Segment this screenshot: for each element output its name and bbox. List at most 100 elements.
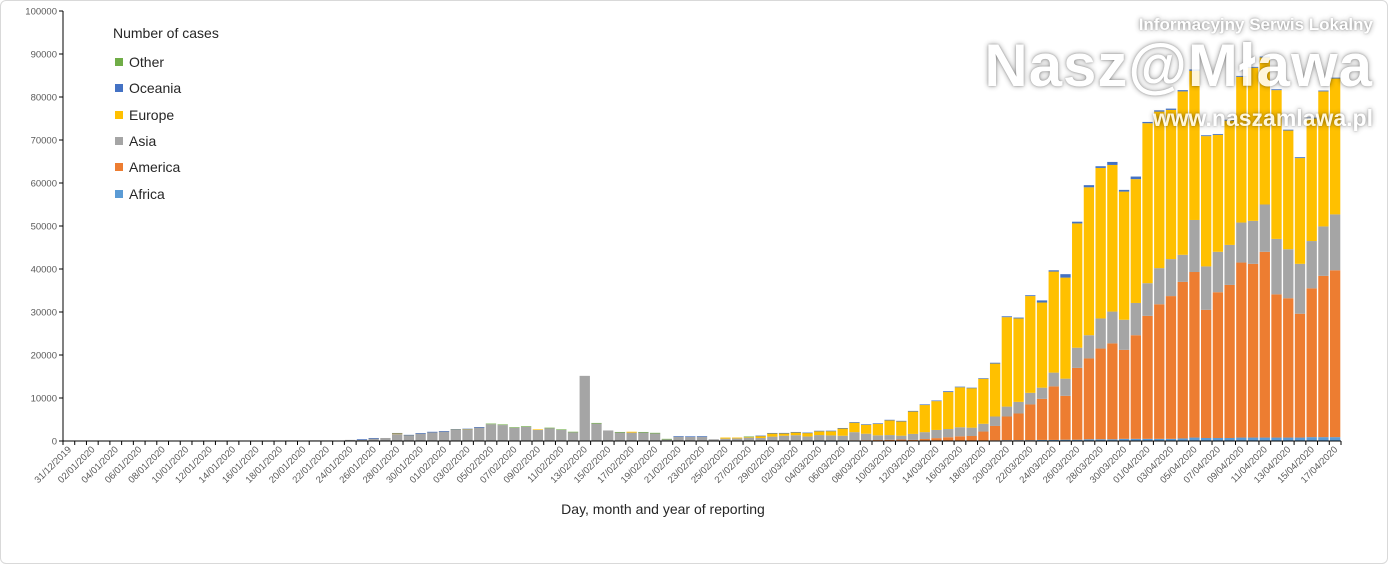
bar-europe-10-03-2020 <box>884 420 895 436</box>
bar-europe-09-04-2020 <box>1236 76 1247 223</box>
bar-asia-03-04-2020 <box>1165 259 1177 297</box>
bar-other-08-02-2020 <box>520 426 532 427</box>
bar-oceania-30-01-2020 <box>415 433 426 434</box>
bar-asia-11-02-2020 <box>556 429 567 441</box>
bar-europe-16-03-2020 <box>954 387 966 428</box>
bar-america-09-03-2020 <box>872 440 884 441</box>
bar-asia-01-02-2020 <box>438 431 450 441</box>
bar-america-10-04-2020 <box>1247 263 1259 438</box>
bar-asia-28-01-2020 <box>392 434 403 441</box>
bar-america-12-04-2020 <box>1271 294 1282 438</box>
bar-asia-04-04-2020 <box>1177 254 1188 282</box>
bar-asia-09-02-2020 <box>532 429 544 441</box>
bar-europe-09-03-2020 <box>872 423 884 436</box>
bar-asia-16-02-2020 <box>614 432 626 441</box>
bar-europe-02-03-2020 <box>790 432 801 436</box>
bar-america-14-03-2020 <box>931 438 942 441</box>
bar-europe-11-04-2020 <box>1259 57 1270 205</box>
bar-america-31-03-2020 <box>1130 335 1141 439</box>
bar-europe-04-03-2020 <box>814 431 825 436</box>
y-tick-label: 0 <box>52 437 57 448</box>
legend: Number of cases Other Oceania Europe Asia Am… <box>113 25 219 207</box>
bar-other-06-02-2020 <box>497 424 508 426</box>
y-tick-label: 40000 <box>31 265 57 276</box>
legend-label: Africa <box>129 185 165 202</box>
bar-asia-26-03-2020 <box>1072 347 1083 368</box>
bar-europe-31-03-2020 <box>1130 179 1141 303</box>
bar-oceania-04-04-2020 <box>1177 90 1188 92</box>
bar-asia-04-03-2020 <box>814 435 825 441</box>
bar-asia-16-04-2020 <box>1318 226 1329 276</box>
bar-america-16-04-2020 <box>1318 275 1329 438</box>
bar-other-14-02-2020 <box>591 422 602 424</box>
bar-africa-30-03-2020 <box>1118 438 1130 441</box>
bar-america-09-04-2020 <box>1236 262 1247 438</box>
bar-asia-07-02-2020 <box>509 427 520 441</box>
bar-america-24-03-2020 <box>1048 386 1059 440</box>
bar-asia-26-01-2020 <box>368 438 379 441</box>
bar-oceania-02-02-2020 <box>450 429 461 430</box>
bar-other-07-02-2020 <box>509 427 520 428</box>
bar-africa-08-04-2020 <box>1224 437 1235 441</box>
bar-asia-17-02-2020 <box>626 432 637 441</box>
bar-oceania-03-03-2020 <box>802 432 813 434</box>
bar-europe-27-03-2020 <box>1083 187 1095 336</box>
bar-europe-11-03-2020 <box>896 421 907 436</box>
watermark-tagline: Informacyjny Serwis Lokalny <box>1138 15 1373 34</box>
bar-europe-27-02-2020 <box>743 437 755 438</box>
bar-asia-11-03-2020 <box>896 435 907 440</box>
bar-asia-20-03-2020 <box>1001 406 1013 417</box>
legend-item-africa: Africa <box>115 180 219 206</box>
bar-america-18-03-2020 <box>978 431 989 441</box>
bar-asia-20-02-2020 <box>661 439 672 441</box>
bar-oceania-29-01-2020 <box>403 434 415 436</box>
bar-oceania-19-03-2020 <box>989 362 1001 364</box>
bar-asia-10-03-2020 <box>884 435 895 440</box>
bar-asia-27-02-2020 <box>743 437 755 441</box>
bar-africa-15-04-2020 <box>1306 437 1317 441</box>
bar-asia-05-03-2020 <box>825 435 837 441</box>
legend-item-europe: Europe <box>115 102 219 128</box>
bar-africa-11-04-2020 <box>1259 437 1270 441</box>
bar-america-05-04-2020 <box>1189 272 1200 438</box>
bar-asia-06-03-2020 <box>837 435 848 441</box>
bar-america-12-03-2020 <box>907 439 919 441</box>
y-axis: 0 10000 20000 30000 40000 50000 60000 70000 8000… <box>25 7 64 448</box>
bar-oceania-11-03-2020 <box>896 420 907 422</box>
bar-asia-19-02-2020 <box>649 433 661 441</box>
bar-oceania-28-01-2020 <box>392 432 403 434</box>
bar-europe-28-03-2020 <box>1095 167 1106 319</box>
bar-asia-30-01-2020 <box>415 433 426 441</box>
bar-america-29-03-2020 <box>1107 343 1118 440</box>
bar-europe-26-02-2020 <box>732 437 743 439</box>
y-tick-label: 90000 <box>31 50 57 61</box>
bar-oceania-02-04-2020 <box>1154 110 1165 112</box>
bar-europe-26-03-2020 <box>1072 223 1083 348</box>
bar-africa-17-04-2020 <box>1329 437 1341 441</box>
bar-europe-01-03-2020 <box>778 433 790 436</box>
bar-europe-25-02-2020 <box>720 437 731 439</box>
bar-asia-03-02-2020 <box>462 429 473 441</box>
bar-oceania-13-03-2020 <box>919 404 930 406</box>
bar-other-11-02-2020 <box>556 429 567 430</box>
bar-oceania-22-02-2020 <box>685 436 696 437</box>
bar-asia-17-03-2020 <box>966 427 977 437</box>
bar-other-10-02-2020 <box>544 427 555 429</box>
bar-europe-28-01-2020 <box>392 433 403 435</box>
bar-africa-03-04-2020 <box>1165 438 1177 441</box>
bar-europe-15-04-2020 <box>1306 118 1317 242</box>
bar-oceania-08-04-2020 <box>1224 119 1235 121</box>
watermark-url: www.naszamlawa.pl <box>1152 105 1373 131</box>
bar-asia-23-03-2020 <box>1036 387 1048 399</box>
bar-europe-05-04-2020 <box>1189 70 1200 220</box>
bar-asia-24-01-2020 <box>345 439 356 441</box>
bar-asia-13-03-2020 <box>919 432 930 440</box>
y-tick-label: 50000 <box>31 222 57 233</box>
legend-swatch-icon <box>115 58 123 67</box>
bar-oceania-29-02-2020 <box>767 432 778 434</box>
bar-asia-08-03-2020 <box>860 433 872 441</box>
bar-oceania-02-03-2020 <box>790 431 801 433</box>
bar-america-13-03-2020 <box>919 439 930 441</box>
legend-label: Oceania <box>129 80 182 97</box>
